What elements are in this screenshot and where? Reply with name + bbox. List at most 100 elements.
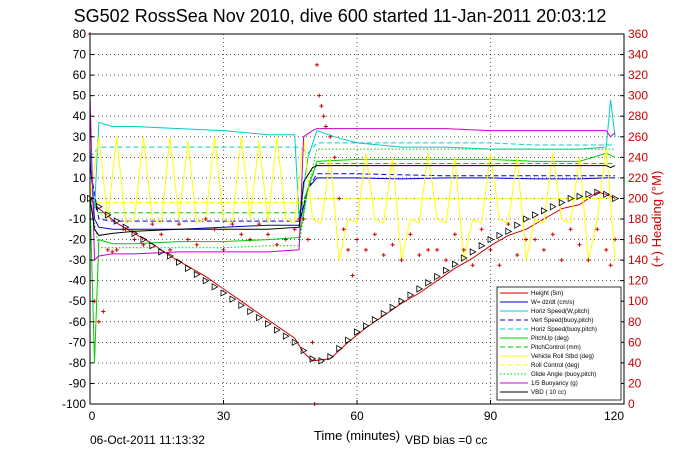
triangle-marker (229, 295, 237, 303)
heading-point (292, 227, 297, 232)
heading-point (604, 247, 609, 252)
triangle-marker (514, 221, 522, 229)
heading-point (221, 247, 226, 252)
triangle-marker (282, 332, 290, 340)
triangle-marker (576, 192, 584, 201)
triangle-marker (309, 355, 317, 363)
x-tick-label: 90 (484, 409, 498, 423)
y-tick-label: -10 (69, 212, 87, 226)
heading-point (346, 247, 351, 252)
triangle-marker (478, 242, 486, 250)
heading-point (444, 258, 448, 263)
triangle-marker (603, 190, 611, 199)
triangle-marker (140, 235, 148, 244)
heading-point (110, 249, 115, 254)
triangle-marker (167, 252, 174, 260)
triangle-marker (523, 215, 530, 223)
heading-point (96, 319, 101, 324)
triangle-marker (460, 254, 468, 262)
heading-point (314, 62, 319, 67)
heading-point (332, 155, 337, 160)
heading-point (608, 263, 613, 268)
heading-point (461, 247, 466, 252)
triangle-marker (532, 211, 539, 219)
heading-point (321, 114, 326, 119)
heading-point (452, 232, 457, 237)
y-tick-label: 50 (73, 89, 87, 103)
y-tick-label: -50 (69, 294, 87, 308)
triangle-marker (380, 309, 388, 318)
y-tick-label: 60 (73, 68, 87, 82)
series-line (89, 165, 616, 236)
series-group (89, 95, 616, 363)
heading-point (497, 263, 502, 268)
y-right-tick-label: 0 (628, 397, 635, 411)
triangle-marker (104, 211, 112, 219)
heading-point (550, 232, 555, 237)
y-axis-right: 0 20 40 60 80 100 120 140 160 180 200 220 240 260 280 3… (620, 27, 648, 411)
heading-point (524, 237, 529, 242)
triangle-marker (96, 202, 103, 211)
legend-label: Vehicle Roll Stbd (deg) (531, 353, 594, 360)
triangle-marker (425, 279, 433, 287)
series-line (89, 95, 616, 262)
y-tick-label: -80 (69, 356, 87, 370)
triangle-marker (256, 313, 263, 322)
triangle-marker (318, 357, 326, 365)
triangle-marker (567, 194, 575, 203)
triangle-marker (505, 227, 513, 236)
heading-point (212, 227, 217, 232)
heading-point (239, 232, 244, 237)
heading-point (506, 222, 511, 227)
triangle-marker (434, 272, 441, 281)
heading-point (274, 242, 279, 247)
y-right-tick-label: 40 (628, 356, 642, 370)
triangle-marker (362, 322, 370, 330)
y-tick-label: -100 (62, 397, 86, 411)
triangle-marker (300, 346, 308, 355)
heading-point (568, 227, 573, 232)
triangle-marker (327, 353, 335, 361)
triangle-marker (238, 301, 246, 310)
y-right-tick-label: 120 (628, 274, 648, 288)
y-right-tick-label: 140 (628, 253, 648, 267)
series-line (89, 167, 616, 222)
heading-point (408, 232, 413, 237)
heading-point (470, 263, 475, 268)
legend-box (496, 286, 622, 401)
heading-point (114, 247, 119, 252)
x-tick-label: 30 (217, 409, 231, 423)
y-tick-label: 80 (73, 27, 87, 41)
heading-point (341, 227, 346, 232)
heading-point (101, 309, 106, 314)
y-tick-label: 20 (73, 150, 87, 164)
triangle-marker (149, 242, 157, 250)
y-tick-label: 10 (73, 171, 87, 185)
legend-label: Vert Speed(buoy,pitch) (531, 317, 593, 324)
x-axis-label: Time (minutes) (314, 428, 400, 443)
triangle-marker (158, 248, 166, 256)
heading-point (363, 247, 368, 252)
triangle-marker (389, 303, 397, 312)
series-line (89, 136, 616, 261)
y-right-tick-label: 260 (628, 130, 648, 144)
triangle-marker (273, 326, 281, 334)
legend-label: 1/5 Buoyancy (g) (531, 380, 578, 387)
marker-group (87, 188, 619, 365)
triangle-marker (113, 217, 121, 225)
heading-point (203, 217, 208, 221)
y-tick-label: 0 (79, 191, 86, 205)
heading-point (297, 217, 302, 221)
series-line (89, 142, 616, 158)
heading-point (159, 232, 164, 237)
legend-label: Roll Control (deg) (531, 362, 580, 369)
y-right-tick-label: 60 (628, 335, 642, 349)
y-right-tick-label: 200 (628, 191, 648, 205)
heading-point (390, 242, 395, 247)
heading-group (88, 32, 618, 406)
legend-label: Height (5m) (531, 290, 563, 297)
heading-point (248, 237, 253, 242)
heading-point (194, 242, 199, 247)
x-axis: 0 30 60 90 120 (89, 400, 625, 423)
legend-label: Horiz Speed(buoy,pitch) (531, 326, 597, 333)
